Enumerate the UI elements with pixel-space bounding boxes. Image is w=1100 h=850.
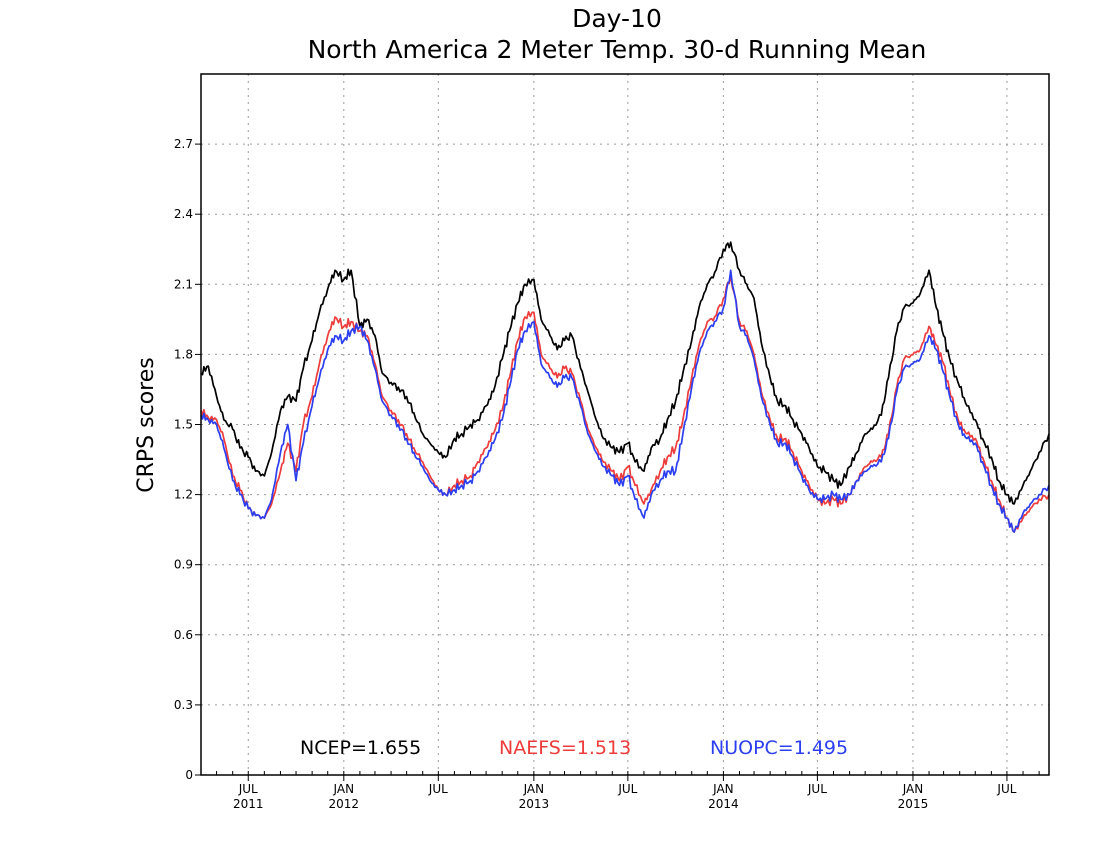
- y-tick-label: 1.5: [174, 418, 193, 432]
- y-tick-label: 2.4: [174, 207, 193, 221]
- y-tick-label: 0: [185, 768, 193, 782]
- series-line-naefs: [200, 274, 1050, 533]
- x-tick-month-label: JUL: [238, 782, 258, 796]
- legend-entry-naefs: NAEFS=1.513: [499, 737, 631, 759]
- x-tick-year-label: 2012: [329, 797, 360, 811]
- x-tick-year-label: 2013: [519, 797, 550, 811]
- x-tick-month-label: JAN: [712, 782, 734, 796]
- y-tick-label: 0.6: [174, 628, 193, 642]
- series-line-nuopc: [200, 269, 1050, 533]
- x-tick-month-label: JAN: [902, 782, 924, 796]
- y-axis-label: CRPS scores: [134, 357, 159, 492]
- legend-entry-ncep: NCEP=1.655: [300, 737, 421, 759]
- x-tick-year-label: 2015: [898, 797, 929, 811]
- x-tick-month-label: JAN: [523, 782, 545, 796]
- x-tick-month-label: JUL: [428, 782, 448, 796]
- plot-frame: [200, 73, 1050, 776]
- data-series: [200, 241, 1050, 533]
- x-tick-year-label: 2011: [233, 797, 264, 811]
- y-tick-label: 1.8: [174, 347, 193, 361]
- y-tick-label: 2.7: [174, 137, 193, 151]
- chart-subtitle: North America 2 Meter Temp. 30-d Running…: [308, 35, 927, 64]
- x-tick-year-label: 2014: [708, 797, 739, 811]
- grid-lines: [201, 74, 1049, 775]
- x-tick-month-label: JUL: [996, 782, 1016, 796]
- y-tick-label: 0.3: [174, 698, 193, 712]
- y-axis-ticks: 0 0.3 0.6 0.9 1.2 1.5 1.8 2.1 2.4 2.7: [174, 137, 201, 782]
- y-tick-label: 0.9: [174, 558, 193, 572]
- chart-title: Day-10: [572, 4, 662, 33]
- y-tick-label: 1.2: [174, 488, 193, 502]
- y-tick-label: 2.1: [174, 277, 193, 291]
- x-tick-month-label: JUL: [807, 782, 827, 796]
- legend-entry-nuopc: NUOPC=1.495: [710, 737, 848, 759]
- x-tick-month-label: JAN: [333, 782, 355, 796]
- x-tick-month-label: JUL: [617, 782, 637, 796]
- series-line-ncep: [200, 241, 1050, 505]
- legend: NCEP=1.655 NAEFS=1.513 NUOPC=1.495: [300, 737, 848, 759]
